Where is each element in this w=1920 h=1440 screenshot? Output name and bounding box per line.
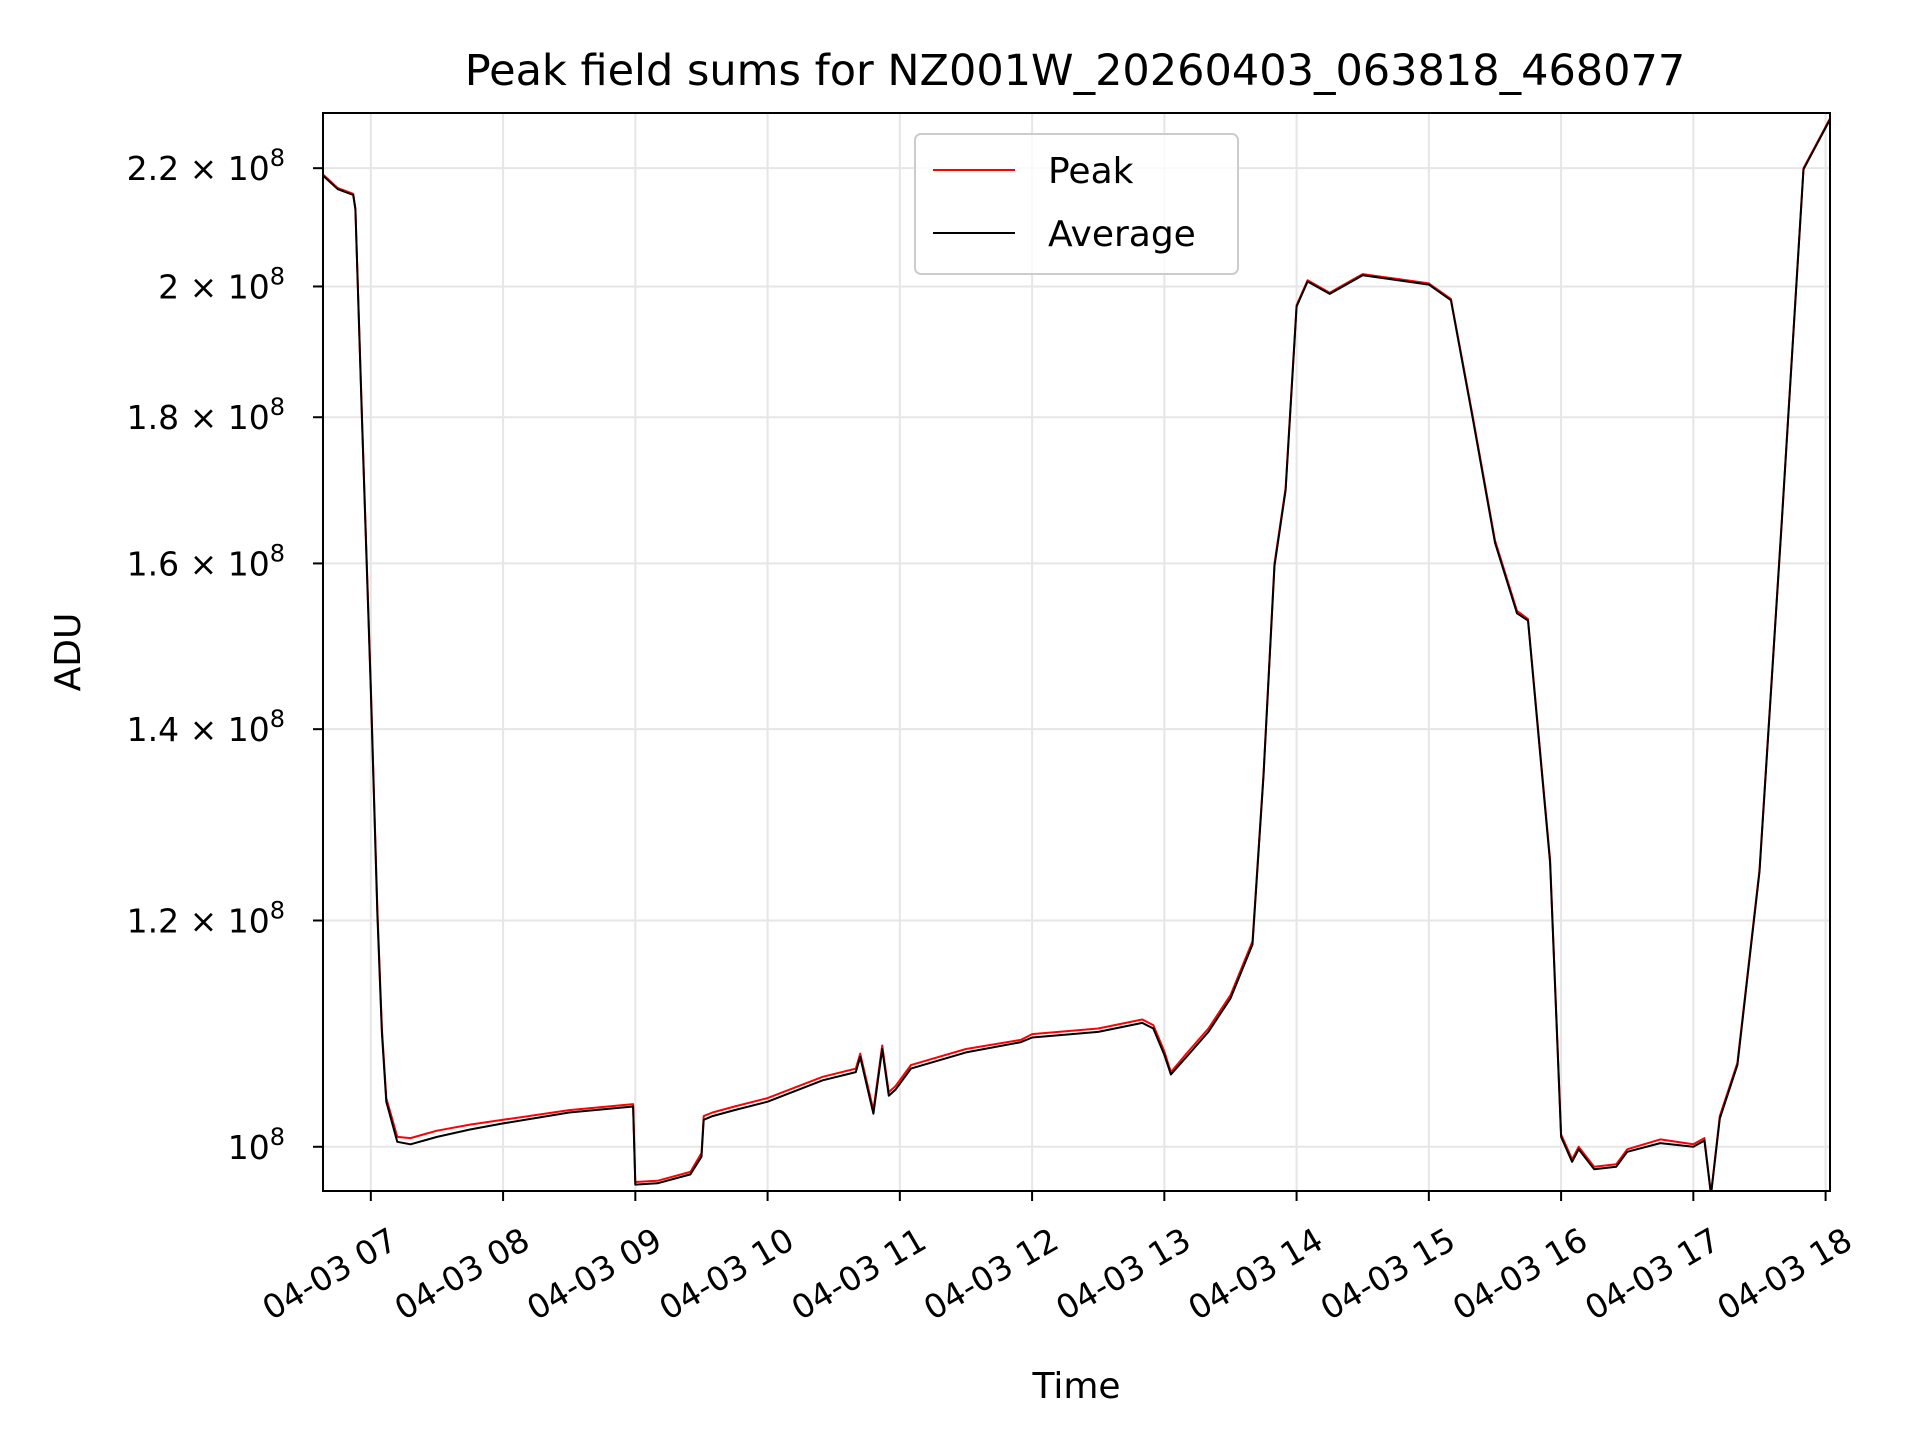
y-tick-mantissa: 2.2 × 10 [127,149,270,188]
y-tick-exponent: 8 [270,705,285,733]
y-axis-label: ADU [48,613,89,692]
legend: Peak Average [914,133,1239,275]
y-tick-label: 2 × 108 [158,262,285,306]
y-tick-mantissa: 2 × 10 [158,267,270,306]
chart-title: Peak field sums for NZ001W_20260403_0638… [465,46,1686,96]
y-tick-exponent: 8 [270,896,285,924]
x-axis-label: Time [1031,1366,1120,1407]
y-tick-label: 108 [228,1123,285,1167]
grid [323,113,1830,1191]
y-tick-exponent: 8 [270,262,285,290]
plot-frame [322,112,1831,1192]
series-line-average [323,119,1830,1191]
y-tick-label: 1.2 × 108 [127,896,285,940]
y-tick-label: 1.6 × 108 [127,539,285,583]
y-tick-label: 1.8 × 108 [127,393,285,437]
y-tick-mantissa: 1.4 × 10 [127,710,270,749]
y-tick-mantissa: 1.8 × 10 [127,398,270,437]
legend-label-peak: Peak [1048,151,1134,192]
y-tick-exponent: 8 [270,393,285,421]
legend-label-average: Average [1048,214,1196,255]
series-layer [323,117,1830,1191]
y-tick-exponent: 8 [270,144,285,172]
y-tick-mantissa: 1.6 × 10 [127,544,270,583]
series-line-peak [323,117,1830,1191]
y-tick-mantissa: 10 [228,1128,270,1167]
y-tick-label: 2.2 × 108 [127,144,285,188]
y-tick-mantissa: 1.2 × 10 [127,901,270,940]
y-tick-exponent: 8 [270,1123,285,1151]
y-tick-label: 1.4 × 108 [127,705,285,749]
y-tick-exponent: 8 [270,539,285,567]
